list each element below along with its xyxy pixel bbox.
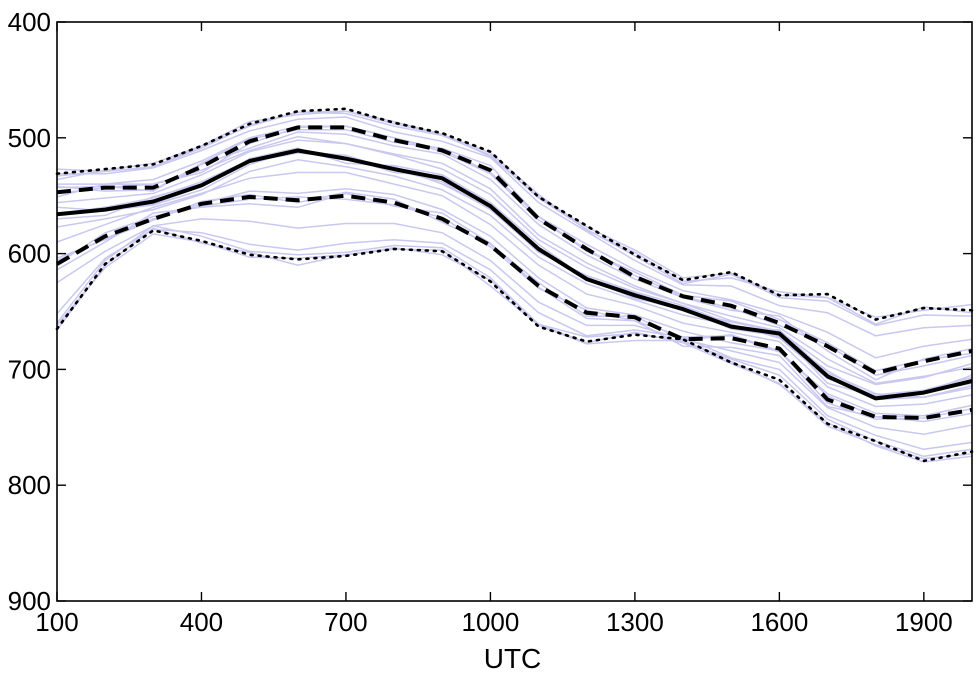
ensemble-line-24 bbox=[56, 218, 973, 435]
summary-lines bbox=[55, 107, 974, 463]
summary-line-dotted-5 bbox=[55, 229, 974, 463]
x-tick-label-700: 700 bbox=[324, 607, 367, 637]
ensemble-line-19 bbox=[56, 110, 973, 326]
x-tick-label-1900: 1900 bbox=[895, 607, 953, 637]
plot-frame bbox=[56, 21, 973, 602]
y-tick-label-900: 900 bbox=[8, 586, 51, 616]
ensemble-line-23 bbox=[57, 125, 973, 359]
ensemble-line-16 bbox=[56, 148, 973, 396]
x-tick-label-1000: 1000 bbox=[461, 607, 519, 637]
ensemble-line-4 bbox=[57, 116, 973, 337]
y-tick-label-500: 500 bbox=[8, 123, 51, 153]
x-tick-label-1300: 1300 bbox=[606, 607, 664, 637]
y-tick-label-600: 600 bbox=[8, 239, 51, 269]
ensemble-line-22 bbox=[56, 139, 973, 385]
ensemble-line-5 bbox=[56, 228, 973, 451]
ensemble-line-17 bbox=[56, 128, 973, 372]
ensemble-line-20 bbox=[56, 227, 973, 463]
x-tick-label-400: 400 bbox=[180, 607, 223, 637]
x-tick-label-1600: 1600 bbox=[750, 607, 808, 637]
ensemble-line-10 bbox=[56, 224, 973, 458]
ensemble-line-9 bbox=[56, 111, 973, 327]
summary-line-solid-1 bbox=[56, 148, 973, 401]
ensemble-line-14 bbox=[56, 110, 973, 319]
summary-line-dotted-4 bbox=[55, 107, 974, 321]
ensemble-lines bbox=[56, 110, 973, 463]
x-axis-title: UTC bbox=[484, 643, 542, 674]
summary-line-dashed-3 bbox=[56, 193, 973, 420]
axes: 100 400 700 1000 1300 1600 1900 400 500 600 700 800… bbox=[8, 7, 973, 637]
x-tick-label-100: 100 bbox=[35, 607, 78, 637]
y-tick-label-700: 700 bbox=[8, 354, 51, 384]
summary-line-dashed-2 bbox=[56, 125, 973, 375]
y-tick-label-800: 800 bbox=[8, 470, 51, 500]
y-tick-label-400: 400 bbox=[8, 7, 51, 37]
